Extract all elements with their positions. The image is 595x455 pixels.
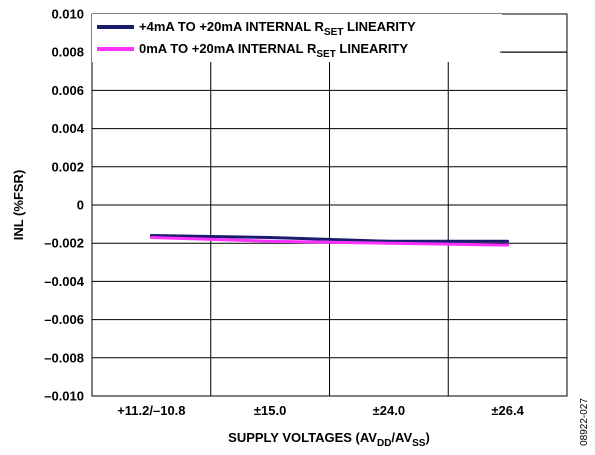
y-tick-label: –0.004 — [44, 274, 85, 289]
data-point — [149, 235, 153, 239]
y-tick-label: –0.010 — [44, 389, 84, 404]
data-point — [506, 243, 510, 247]
data-point — [387, 241, 391, 245]
series-line-2 — [151, 235, 508, 247]
data-point — [506, 239, 510, 243]
data-point — [268, 235, 272, 239]
y-axis-label: INL (%FSR) — [11, 170, 26, 241]
y-tick-label: –0.002 — [44, 236, 84, 251]
legend-box — [92, 14, 502, 62]
data-point — [268, 239, 272, 243]
x-tick-label: +11.2/–10.8 — [117, 403, 185, 418]
y-tick-label: 0.004 — [51, 121, 84, 136]
series-line-1 — [151, 234, 508, 243]
y-tick-label: 0.002 — [51, 159, 84, 174]
legend-label-series-2: 0mA TO +20mA INTERNAL RSET LINEARITY — [139, 41, 408, 60]
y-tick-label: 0.010 — [51, 7, 84, 22]
y-tick-label: 0.006 — [51, 83, 84, 98]
y-tick-label: –0.008 — [44, 350, 84, 365]
x-tick-labels: +11.2/–10.8 ±15.0 ±24.0 ±26.4 — [117, 403, 524, 418]
x-tick-label: ±15.0 — [254, 403, 286, 418]
x-tick-label: ±26.4 — [491, 403, 524, 418]
x-tick-label: ±24.0 — [373, 403, 405, 418]
y-tick-labels: 0.010 0.008 0.006 0.004 0.002 0 –0.002 –0.004 –0… — [44, 7, 85, 404]
series-group — [149, 234, 510, 247]
x-axis-label: SUPPLY VOLTAGES (AVDD/AVSS) — [228, 430, 430, 449]
legend-label-series-1: +4mA TO +20mA INTERNAL RSET LINEARITY — [139, 19, 416, 38]
figure-id: 08922-027 — [579, 398, 590, 446]
y-tick-label: –0.006 — [44, 312, 84, 327]
y-tick-label: 0.008 — [51, 45, 84, 60]
y-tick-label: 0 — [77, 198, 84, 213]
